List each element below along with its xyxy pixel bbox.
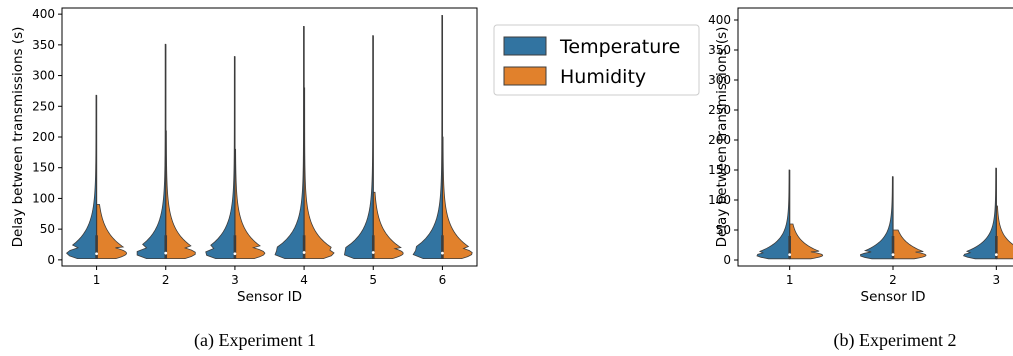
y-tick-label: 150 — [708, 163, 731, 177]
y-tick-label: 100 — [32, 191, 55, 205]
y-tick-label: 0 — [723, 253, 731, 267]
median-dot-6 — [441, 251, 444, 255]
violin-humidity-4 — [303, 87, 335, 260]
y-tick-label: 350 — [32, 38, 55, 52]
x-tick-label: 1 — [93, 273, 101, 287]
violin-temperature-2 — [859, 176, 894, 260]
y-tick-label: 0 — [47, 253, 55, 267]
y-axis-ticks-b: 0 50 100 150 200 250 300 350 400 — [708, 13, 738, 267]
violin-temperature-5 — [343, 35, 374, 260]
violin-humidity-2 — [165, 130, 196, 260]
x-tick-label: 5 — [369, 273, 377, 287]
violin-humidity-1 — [96, 204, 128, 260]
x-axis-ticks-b: 1 2 3 — [786, 266, 1000, 287]
median-dot-1 — [788, 253, 792, 256]
violin-temperature-4 — [274, 26, 305, 260]
violins-b — [756, 167, 1013, 260]
x-tick-label: 6 — [439, 273, 447, 287]
y-tick-label: 250 — [708, 103, 731, 117]
legend-label-temperature: Temperature — [559, 36, 680, 58]
median-dot-3 — [994, 253, 998, 256]
y-tick-label: 200 — [32, 130, 55, 144]
y-axis-label-a: Delay between transmissions (s) — [10, 27, 26, 248]
x-tick-label: 4 — [300, 273, 308, 287]
median-dot-3 — [233, 252, 237, 256]
violin-temperature-1 — [65, 94, 97, 260]
violin-temperature-1 — [756, 169, 791, 260]
y-tick-label: 50 — [716, 223, 731, 237]
median-dot-4 — [302, 251, 306, 254]
legend-label-humidity: Humidity — [560, 66, 646, 88]
y-tick-label: 50 — [40, 222, 55, 236]
x-tick-label: 3 — [993, 273, 1001, 287]
violin-temperature-6 — [412, 14, 443, 260]
y-tick-label: 400 — [32, 7, 55, 21]
violin-temperature-3 — [962, 167, 997, 260]
x-axis-ticks-a: 1 2 3 4 5 6 — [93, 266, 446, 287]
y-axis-ticks-a: 0 50 100 150 200 250 300 350 400 — [32, 7, 62, 267]
x-tick-label: 2 — [162, 273, 170, 287]
legend-swatch-temperature — [503, 36, 547, 56]
violin-humidity-3 — [234, 148, 266, 260]
y-axis-label-b: Delay between transmissions (s) — [714, 27, 730, 248]
y-tick-label: 350 — [708, 43, 731, 57]
violin-humidity-5 — [372, 191, 404, 260]
violins-a — [65, 14, 473, 260]
y-tick-label: 400 — [708, 13, 731, 27]
x-axis-label-b: Sensor ID — [861, 289, 926, 305]
y-tick-label: 150 — [32, 161, 55, 175]
violin-humidity-6 — [442, 136, 473, 260]
x-tick-label: 3 — [231, 273, 239, 287]
y-tick-label: 300 — [32, 69, 55, 83]
chart-panel-b: 0 50 100 150 200 250 300 350 400 1 2 3 Sensor ID D… — [708, 7, 1013, 351]
violin-humidity-1 — [789, 223, 824, 260]
caption-a: (a) Experiment 1 — [194, 330, 316, 351]
caption-b: (b) Experiment 2 — [834, 330, 957, 351]
y-tick-label: 100 — [708, 193, 731, 207]
plot-frame-b — [737, 7, 1013, 267]
legend: Temperature Humidity — [493, 24, 700, 96]
y-tick-label: 300 — [708, 73, 731, 87]
x-tick-label: 2 — [889, 273, 897, 287]
plot-frame-a — [61, 7, 478, 267]
y-tick-label: 250 — [32, 99, 55, 113]
median-dot-2 — [891, 253, 895, 256]
median-dot-5 — [371, 251, 375, 254]
legend-swatch-humidity — [503, 66, 547, 86]
median-dot-2 — [164, 251, 168, 255]
chart-panel-a: 0 50 100 150 200 250 300 350 400 1 2 3 4 5 6 Sensor I… — [10, 7, 478, 351]
x-tick-label: 1 — [786, 273, 794, 287]
median-dot-1 — [95, 252, 98, 256]
violin-temperature-3 — [205, 56, 236, 260]
violin-humidity-3 — [995, 205, 1013, 260]
x-axis-label-a: Sensor ID — [237, 289, 302, 305]
violin-humidity-2 — [892, 229, 927, 260]
violin-temperature-2 — [136, 43, 167, 260]
y-tick-label: 200 — [708, 133, 731, 147]
